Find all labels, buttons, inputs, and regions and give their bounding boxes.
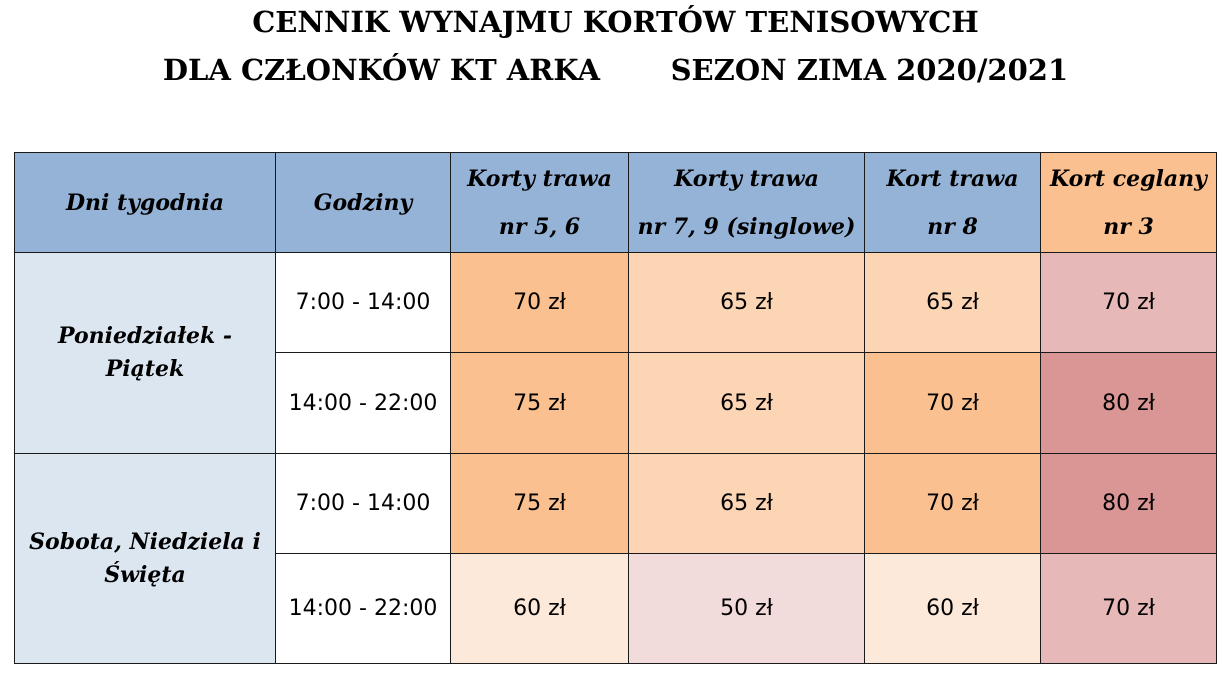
- day-group-weekend: Sobota, Niedziela i Święta: [14, 453, 276, 664]
- header-court-3-line-1: Kort ceglany: [1050, 165, 1207, 192]
- price-cell: 80 zł: [1040, 453, 1217, 554]
- hours-cell: 7:00 - 14:00: [275, 252, 451, 353]
- header-court-8: Kort trawa nr 8: [864, 152, 1041, 253]
- price-cell: 80 zł: [1040, 352, 1217, 454]
- day-group-weekdays-line-2: Piątek: [105, 356, 185, 382]
- hours-cell: 14:00 - 22:00: [275, 352, 451, 454]
- price-cell: 65 zł: [628, 453, 865, 554]
- header-court-7-9-line-1: Korty trawa: [674, 165, 819, 192]
- header-court-8-line-1: Kort trawa: [886, 165, 1019, 192]
- header-court-5-6: Korty trawa nr 5, 6: [450, 152, 629, 253]
- header-court-3: Kort ceglany nr 3: [1040, 152, 1217, 253]
- price-cell: 70 zł: [864, 453, 1041, 554]
- price-cell: 65 zł: [864, 252, 1041, 353]
- price-cell: 75 zł: [450, 453, 629, 554]
- price-cell: 60 zł: [450, 553, 629, 664]
- price-cell: 60 zł: [864, 553, 1041, 664]
- price-cell: 70 zł: [1040, 553, 1217, 664]
- hours-cell: 14:00 - 22:00: [275, 553, 451, 664]
- table-row: 14:00 - 22:00 60 zł 50 zł 60 zł 70 zł: [15, 553, 1217, 664]
- table-row: Poniedziałek - Piątek 7:00 - 14:00 70 zł…: [14, 252, 1217, 454]
- header-court-5-6-line-1: Korty trawa: [467, 165, 612, 192]
- table-row: Sobota, Niedziela i Święta 7:00 - 14:00 …: [14, 453, 1217, 664]
- price-cell: 70 zł: [864, 352, 1041, 454]
- day-group-weekdays: Poniedziałek - Piątek: [14, 252, 276, 454]
- page-title-line-1: CENNIK WYNAJMU KORTÓW TENISOWYCH: [252, 5, 979, 39]
- day-group-weekdays-line-1: Poniedziałek -: [58, 323, 232, 349]
- day-group-weekend-line-2: Święta: [104, 561, 186, 588]
- page-title-line-2: DLA CZŁONKÓW KT ARKA SEZON ZIMA 2020/202…: [162, 53, 1069, 87]
- price-table: Dni tygodnia Godziny Korty trawa nr 5, 6…: [14, 152, 1217, 664]
- header-hours: Godziny: [275, 152, 451, 253]
- header-court-7-9-line-2: nr 7, 9 (singlowe): [637, 213, 856, 240]
- header-court-5-6-line-2: nr 5, 6: [498, 213, 581, 240]
- price-cell: 65 zł: [628, 252, 865, 353]
- price-cell: 75 zł: [450, 352, 629, 454]
- price-cell: 65 zł: [628, 352, 865, 454]
- table-row: 14:00 - 22:00 75 zł 65 zł 70 zł 80 zł: [15, 352, 1217, 454]
- header-court-8-line-2: nr 8: [927, 213, 978, 240]
- hours-cell: 7:00 - 14:00: [275, 453, 451, 554]
- header-days: Dni tygodnia: [14, 152, 276, 253]
- header-row: Dni tygodnia Godziny Korty trawa nr 5, 6…: [14, 152, 1217, 253]
- price-cell: 70 zł: [450, 252, 629, 353]
- price-cell: 70 zł: [1040, 252, 1217, 353]
- price-cell: 50 zł: [628, 553, 865, 664]
- header-court-7-9: Korty trawa nr 7, 9 (singlowe): [628, 152, 865, 253]
- day-group-weekend-line-1: Sobota, Niedziela i: [29, 528, 261, 555]
- header-court-3-line-2: nr 3: [1103, 213, 1154, 240]
